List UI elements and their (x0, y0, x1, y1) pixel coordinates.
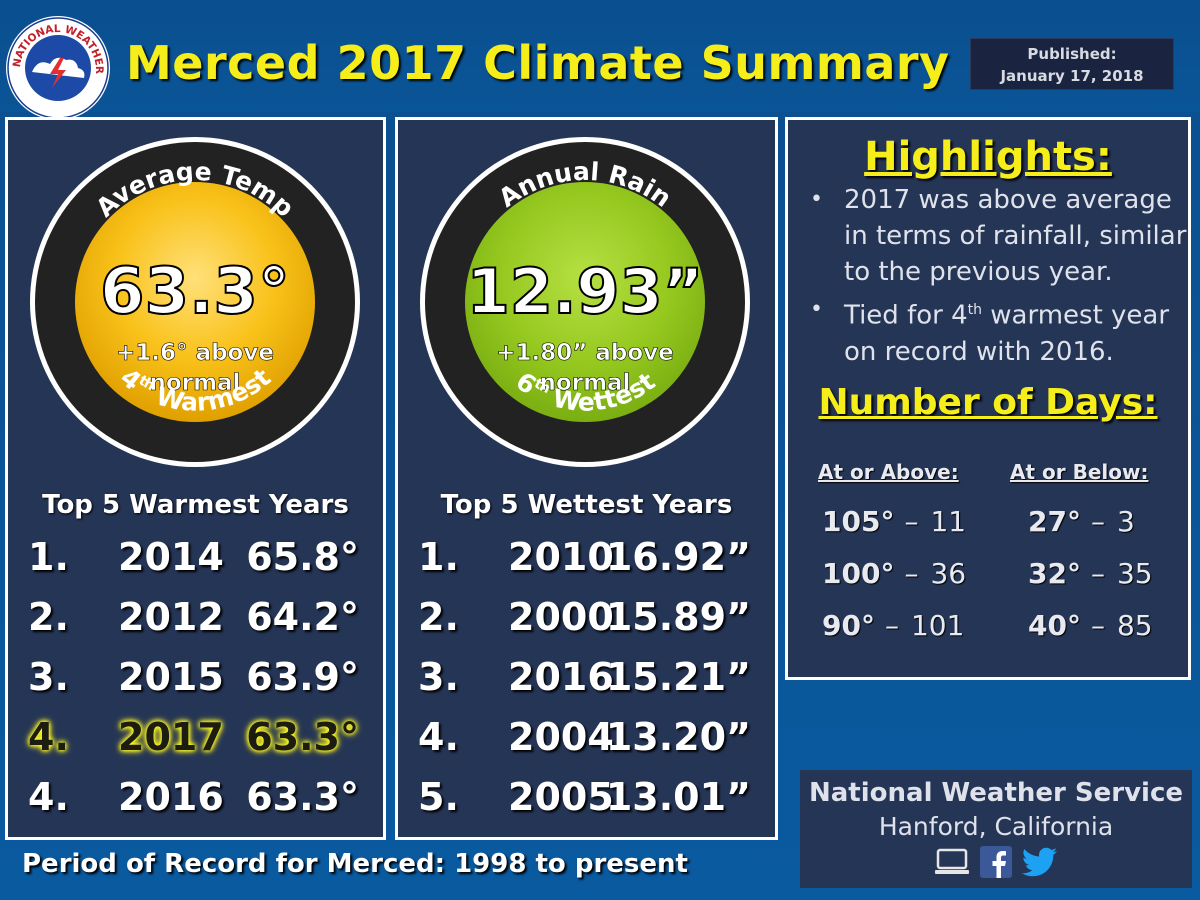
days-above-row: 90° –101 (822, 609, 964, 642)
rain-delta: +1.80” above (496, 340, 674, 366)
published-label: Published: (1027, 45, 1117, 63)
nws-logo: NATIONAL WEATHER SERVICE (2, 10, 110, 120)
days-below-row: 40° –85 (1028, 609, 1153, 642)
row-rank: 4. (28, 775, 69, 819)
rain-panel: Annual Rain 12.93” +1.80” above normal 6… (395, 117, 778, 840)
number-of-days-title: Number of Days: (818, 382, 1158, 423)
row-value: 15.21” (605, 655, 751, 699)
days-temp: 100° (822, 557, 895, 590)
row-value: 65.8° (246, 535, 359, 579)
row-year: 2017 (118, 715, 224, 759)
row-rank: 4. (418, 715, 459, 759)
days-separator: – (904, 505, 919, 538)
row-rank: 1. (418, 535, 459, 579)
row-rank: 4. (28, 715, 69, 759)
row-year: 2000 (508, 595, 614, 639)
table-row: 4. 2016 63.3° (8, 775, 383, 825)
row-rank: 2. (418, 595, 459, 639)
nws-location: Hanford, California (878, 812, 1114, 841)
row-year: 2012 (118, 595, 224, 639)
social-links (800, 845, 1192, 879)
temperature-dial: Average Temp 63.3° +1.6° above normal 4t… (30, 137, 360, 467)
days-temp: 40° (1028, 609, 1081, 642)
days-separator: – (1090, 557, 1105, 590)
days-count: 36 (930, 557, 967, 590)
highlight-item: • Tied for 4th warmest year on record wi… (800, 292, 1190, 370)
row-year: 2005 (508, 775, 614, 819)
table-row: 2. 2012 64.2° (8, 595, 383, 645)
row-year: 2014 (118, 535, 224, 579)
days-temp: 27° (1028, 505, 1081, 538)
row-value: 15.89” (605, 595, 751, 639)
published-date: January 17, 2018 (1000, 67, 1144, 85)
table-row-highlighted: 4. 2017 63.3° (8, 715, 383, 765)
days-count: 3 (1116, 505, 1135, 538)
rain-dial: Annual Rain 12.93” +1.80” above normal 6… (420, 137, 750, 467)
period-of-record: Period of Record for Merced: 1998 to pre… (22, 849, 688, 879)
row-year: 2015 (118, 655, 224, 699)
row-value: 13.01” (605, 775, 751, 819)
row-year: 2016 (118, 775, 224, 819)
row-rank: 3. (418, 655, 459, 699)
nws-office-box: National Weather Service Hanford, Califo… (800, 770, 1192, 888)
days-temp: 105° (822, 505, 895, 538)
table-row: 2. 2000 15.89” (398, 595, 775, 645)
days-separator: – (884, 609, 899, 642)
highlights-panel: Highlights: • 2017 was above average in … (785, 117, 1191, 680)
row-rank: 1. (28, 535, 69, 579)
days-separator: – (1090, 505, 1105, 538)
row-value: 63.3° (246, 775, 359, 819)
row-value: 63.9° (246, 655, 359, 699)
table-row: 3. 2015 63.9° (8, 655, 383, 705)
wettest-years-title: Top 5 Wettest Years (440, 490, 733, 520)
rain-delta-normal: normal (540, 370, 631, 396)
days-count: 11 (930, 505, 967, 538)
at-or-above-header: At or Above: (818, 460, 959, 484)
row-year: 2016 (508, 655, 614, 699)
bullet-icon: • (810, 297, 823, 322)
bullet-icon: • (810, 187, 823, 212)
facebook-icon[interactable] (977, 845, 1015, 879)
highlights-list: • 2017 was above average in terms of rai… (800, 182, 1190, 372)
temperature-panel: Average Temp 63.3° +1.6° above normal 4t… (5, 117, 386, 840)
temperature-delta-normal: normal (150, 370, 241, 396)
days-count: 35 (1116, 557, 1153, 590)
days-below-row: 27° –3 (1028, 505, 1135, 538)
page-title: Merced 2017 Climate Summary (126, 36, 950, 90)
nws-name: National Weather Service (809, 778, 1183, 808)
highlights-title: Highlights: (864, 134, 1112, 180)
row-rank: 2. (28, 595, 69, 639)
rain-value: 12.93” (467, 255, 704, 328)
days-temp: 32° (1028, 557, 1081, 590)
row-rank: 5. (418, 775, 459, 819)
row-value: 63.3° (246, 715, 359, 759)
temperature-value: 63.3° (100, 255, 290, 329)
temperature-delta: +1.6° above (116, 340, 274, 366)
days-count: 85 (1116, 609, 1153, 642)
twitter-icon[interactable] (1021, 845, 1059, 879)
table-row: 1. 2014 65.8° (8, 535, 383, 585)
days-above-row: 105° –11 (822, 505, 966, 538)
table-row: 3. 2016 15.21” (398, 655, 775, 705)
row-value: 13.20” (605, 715, 751, 759)
row-value: 16.92” (605, 535, 751, 579)
days-count: 101 (910, 609, 965, 642)
days-separator: – (904, 557, 919, 590)
days-below-row: 32° –35 (1028, 557, 1153, 590)
table-row: 5. 2005 13.01” (398, 775, 775, 825)
published-box: Published: January 17, 2018 (970, 38, 1174, 90)
table-row: 1. 2010 16.92” (398, 535, 775, 585)
days-above-row: 100° –36 (822, 557, 966, 590)
highlight-item: • 2017 was above average in terms of rai… (800, 182, 1190, 290)
row-value: 64.2° (246, 595, 359, 639)
days-separator: – (1090, 609, 1105, 642)
table-row: 4. 2004 13.20” (398, 715, 775, 765)
days-temp: 90° (822, 609, 875, 642)
row-rank: 3. (28, 655, 69, 699)
row-year: 2004 (508, 715, 614, 759)
computer-icon[interactable] (933, 845, 971, 879)
at-or-below-header: At or Below: (1010, 460, 1149, 484)
warmest-years-title: Top 5 Warmest Years (42, 490, 349, 520)
row-year: 2010 (508, 535, 614, 579)
